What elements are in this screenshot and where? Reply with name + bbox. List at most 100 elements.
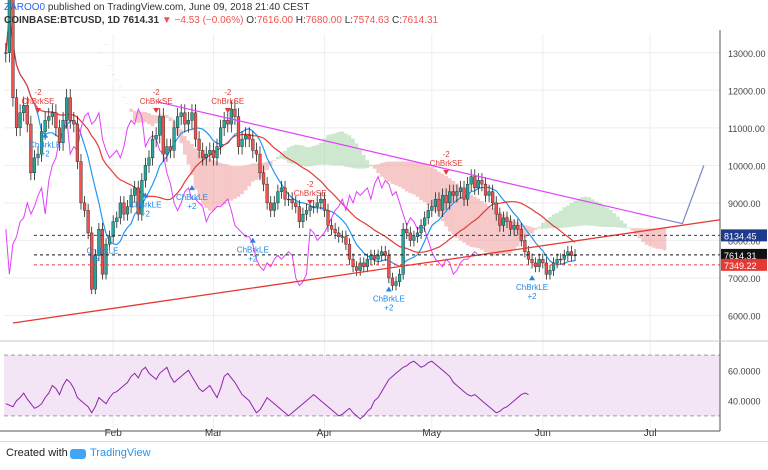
ichimoku-cloud-segment — [644, 228, 649, 245]
low-label: L: — [344, 15, 354, 26]
candle-body — [161, 116, 165, 155]
ichimoku-cloud-segment — [505, 216, 509, 255]
candle-body — [469, 176, 473, 185]
candle-body — [333, 228, 337, 234]
tenkan-line — [5, 17, 576, 268]
signal-label: -2 — [224, 88, 232, 97]
ichimoku-cloud-segment — [107, 64, 112, 66]
candle-body — [57, 127, 62, 144]
sell-arrow-icon — [35, 107, 42, 113]
price-tick-label: 7000.00 — [728, 274, 761, 284]
ichimoku-cloud-segment — [283, 150, 287, 160]
ichimoku-cloud-segment — [251, 163, 255, 182]
signal-sublabel: ChBrkSE — [430, 159, 463, 168]
ichimoku-cloud-segment — [580, 197, 584, 226]
candle-body — [111, 221, 115, 237]
candle-body — [65, 97, 69, 121]
signal-sublabel: ChBrkSE — [22, 97, 55, 106]
candle-body — [426, 210, 430, 219]
ichimoku-cloud-segment — [147, 113, 151, 125]
candle-body — [261, 172, 266, 185]
ichimoku-cloud-segment — [508, 218, 513, 254]
candle-body — [201, 150, 205, 159]
candle-body — [559, 258, 563, 261]
candle-body — [483, 183, 488, 196]
candle-body — [115, 217, 119, 222]
candle-body — [548, 270, 552, 275]
candle-body — [526, 251, 531, 260]
candle-body — [265, 183, 269, 204]
price-label-text: 8134.45 — [724, 231, 757, 241]
buy-arrow-icon — [142, 192, 149, 198]
signal-label: -2 — [307, 180, 315, 189]
ichimoku-cloud-segment — [383, 162, 388, 180]
time-tick-label: Jun — [535, 428, 551, 439]
ichimoku-cloud-segment — [369, 164, 373, 167]
candle-body — [562, 255, 566, 260]
candle-body — [433, 198, 437, 207]
ichimoku-cloud-segment — [616, 216, 620, 228]
ichimoku-cloud-segment — [634, 228, 638, 234]
candle-body — [226, 120, 230, 125]
candle-body — [319, 198, 323, 204]
ichimoku-cloud-segment — [462, 189, 466, 243]
candle-body — [312, 206, 316, 208]
price-tick-label: 10000.00 — [728, 161, 766, 171]
candle-body — [75, 123, 79, 162]
candle-body — [129, 195, 133, 207]
price-label-box — [721, 258, 767, 271]
ichimoku-cloud-segment — [530, 227, 534, 234]
ichimoku-cloud-segment — [118, 86, 123, 87]
signal-label: -2 — [443, 150, 451, 159]
candle-body — [372, 255, 377, 260]
candle-body — [68, 97, 72, 121]
candle-body — [4, 52, 8, 54]
ichimoku-cloud-segment — [268, 160, 273, 166]
ichimoku-cloud-segment — [154, 115, 158, 124]
buy-arrow-icon — [42, 132, 49, 138]
ichimoku-cloud-segment — [247, 164, 252, 187]
candle-body — [476, 180, 480, 189]
ichimoku-cloud-segment — [215, 161, 219, 208]
ichimoku-cloud-segment — [204, 156, 209, 209]
ichimoku-cloud-segment — [601, 205, 606, 227]
ichimoku-cloud-segment — [200, 154, 205, 206]
author-name[interactable]: ZAROO0 — [4, 2, 46, 13]
candle-body — [358, 262, 362, 271]
support-trendline — [12, 219, 721, 324]
candle-body — [218, 127, 223, 147]
ichimoku-cloud-segment — [605, 207, 610, 227]
candle-body — [279, 187, 284, 192]
ichimoku-cloud-segment — [347, 135, 352, 168]
ichimoku-cloud-segment — [408, 161, 413, 194]
ichimoku-cloud-segment — [301, 145, 305, 167]
candle-body — [448, 191, 452, 204]
ichimoku-cloud-segment — [558, 210, 563, 229]
candle-body — [125, 206, 130, 215]
candle-body — [401, 228, 405, 275]
published-text: published on TradingView.com, June 09, 2… — [47, 2, 310, 13]
candle-body — [193, 112, 198, 140]
candle-body — [516, 225, 520, 230]
candle-body — [276, 191, 280, 204]
ichimoku-cloud-segment — [540, 222, 545, 229]
close-value: 7614.31 — [401, 15, 439, 26]
candle-body — [93, 255, 97, 290]
ichimoku-cloud-segment — [537, 226, 542, 229]
candle-body — [269, 202, 273, 211]
candle-body — [347, 243, 352, 260]
candle-body — [47, 116, 51, 121]
candle-body — [283, 187, 287, 200]
signal-sublabel: ChBrkSE — [140, 97, 173, 106]
price-label-text: 7614.31 — [724, 251, 757, 261]
ichimoku-cloud-segment — [494, 209, 499, 256]
symbol-header: COINBASE:BTCUSD, 1D 7614.31 ▼ −4.53 (−0.… — [4, 15, 438, 26]
signal-sublabel: +2 — [187, 202, 197, 211]
tradingview-brand[interactable]: TradingView — [90, 447, 151, 459]
candle-body — [326, 210, 330, 226]
ichimoku-cloud-segment — [197, 151, 201, 199]
signal-label: ChBrkLE — [29, 141, 61, 150]
ichimoku-cloud-segment — [372, 164, 377, 169]
ichimoku-cloud-segment — [490, 208, 495, 257]
ichimoku-cloud-segment — [594, 201, 599, 227]
